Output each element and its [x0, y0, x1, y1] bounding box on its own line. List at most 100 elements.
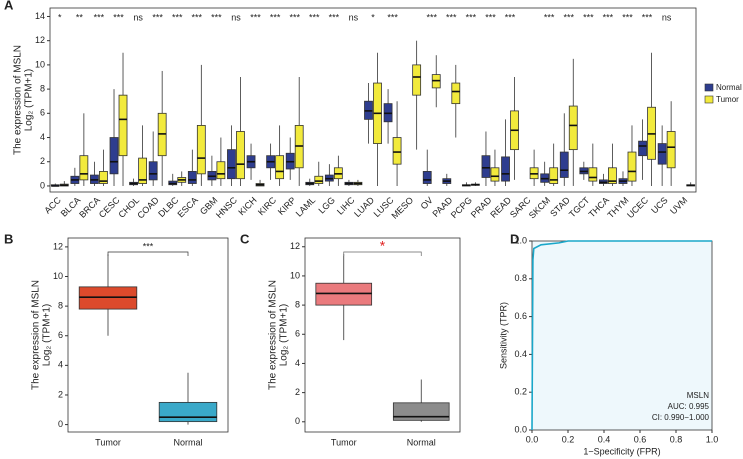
significance: *** — [622, 12, 633, 22]
box — [481, 155, 491, 178]
significance: *** — [192, 12, 203, 22]
y-tick-label: 4 — [58, 360, 63, 370]
significance-bracket — [343, 251, 422, 256]
box — [99, 171, 108, 184]
x-tick-label: LGG — [316, 195, 337, 216]
box — [666, 131, 676, 169]
y-tick-label: 6 — [295, 329, 300, 339]
y-tick-label: 8 — [295, 299, 300, 309]
legend-label: Tumor — [716, 95, 739, 104]
y-tick-label: 10 — [35, 59, 45, 69]
box — [657, 143, 667, 165]
y-axis-label: The expression of MSLN — [13, 45, 24, 155]
significance: *** — [94, 12, 105, 22]
significance: *** — [329, 12, 340, 22]
x-tick-label: UCS — [649, 195, 670, 216]
significance: *** — [466, 12, 477, 22]
significance: *** — [603, 12, 614, 22]
y-tick-label: 0 — [58, 419, 63, 429]
x-tick-label: MESO — [389, 195, 415, 221]
box — [148, 161, 158, 181]
significance: *** — [289, 12, 300, 22]
significance: *** — [270, 12, 281, 22]
significance: ns — [662, 12, 672, 22]
y-tick-label: 0.8 — [514, 273, 527, 283]
x-tick-label: 0.4 — [598, 434, 611, 444]
box — [588, 167, 598, 182]
y-tick-label: 4 — [295, 358, 300, 368]
box — [275, 155, 285, 180]
significance: *** — [211, 12, 222, 22]
box — [227, 149, 236, 180]
y-axis-label: The expression of MSLN — [31, 280, 42, 390]
box — [568, 105, 578, 151]
significance: *** — [583, 12, 594, 22]
y-tick-label: 10 — [53, 271, 63, 281]
significance: *** — [642, 12, 653, 22]
x-tick-label: KICH — [236, 195, 258, 217]
panel-label: B — [4, 231, 13, 246]
significance: *** — [250, 12, 261, 22]
panel-label: D — [510, 231, 519, 246]
significance: *** — [485, 12, 496, 22]
x-tick-label: 1.0 — [706, 434, 719, 444]
box — [451, 82, 461, 105]
x-tick-label: 0.2 — [562, 434, 575, 444]
significance: *** — [309, 12, 320, 22]
significance: * — [371, 12, 375, 22]
x-tick-label: PRAD — [469, 195, 494, 220]
x-axis-label: 1−Specificity (FPR) — [583, 446, 660, 456]
y-tick-label: 1.0 — [514, 235, 527, 245]
y-tick-label: 6 — [40, 108, 45, 118]
significance: *** — [152, 12, 163, 22]
y-tick-label: 0.6 — [514, 311, 527, 321]
box — [196, 125, 206, 175]
x-tick-label: SKCM — [527, 195, 552, 220]
box — [559, 151, 569, 178]
x-tick-label: 0.8 — [670, 434, 683, 444]
box — [392, 137, 402, 165]
plot-frame — [49, 7, 697, 193]
y-tick-label: 2 — [58, 389, 63, 399]
significance: ns — [133, 12, 143, 22]
y-tick-label: 12 — [53, 241, 63, 251]
x-tick-label: Normal — [407, 437, 436, 447]
x-tick-label: UVM — [668, 195, 689, 216]
y-tick-label: 4 — [40, 132, 45, 142]
x-tick-label: Tumor — [331, 437, 357, 447]
y-axis-label: Log₂ (TPM+1) — [279, 304, 290, 367]
y-tick-label: 14 — [35, 11, 45, 21]
y-tick-label: 0.0 — [514, 424, 527, 434]
significance: *** — [563, 12, 574, 22]
y-tick-label: 0.4 — [514, 349, 527, 359]
x-tick-label: Tumor — [95, 437, 121, 447]
y-axis-label: The expression of MSLN — [268, 280, 279, 390]
x-tick-label: ESCA — [176, 195, 200, 219]
y-axis-label: Log₂ (TPM+1) — [24, 69, 35, 132]
box — [638, 140, 647, 157]
legend-label: Normal — [716, 83, 742, 92]
significance: ns — [231, 12, 241, 22]
significance: *** — [544, 12, 555, 22]
box — [501, 156, 510, 182]
legend-swatch — [704, 95, 714, 104]
box — [314, 175, 324, 184]
box — [236, 131, 245, 180]
box — [187, 171, 197, 184]
x-tick-label: PCPG — [449, 195, 474, 220]
panel-label: C — [240, 231, 250, 246]
box — [216, 161, 226, 180]
y-tick-label: 2 — [40, 156, 45, 166]
x-tick-label: DLBC — [156, 195, 180, 219]
y-tick-label: 6 — [58, 330, 63, 340]
x-tick-label: LUAD — [352, 195, 376, 219]
y-tick-label: 8 — [40, 83, 45, 93]
significance: *** — [426, 12, 437, 22]
x-tick-label: TGCT — [567, 195, 592, 220]
y-tick-label: 0.2 — [514, 387, 527, 397]
significance: *** — [446, 12, 457, 22]
y-tick-label: 12 — [35, 35, 45, 45]
x-tick-label: LAML — [294, 195, 318, 219]
box — [79, 155, 89, 181]
